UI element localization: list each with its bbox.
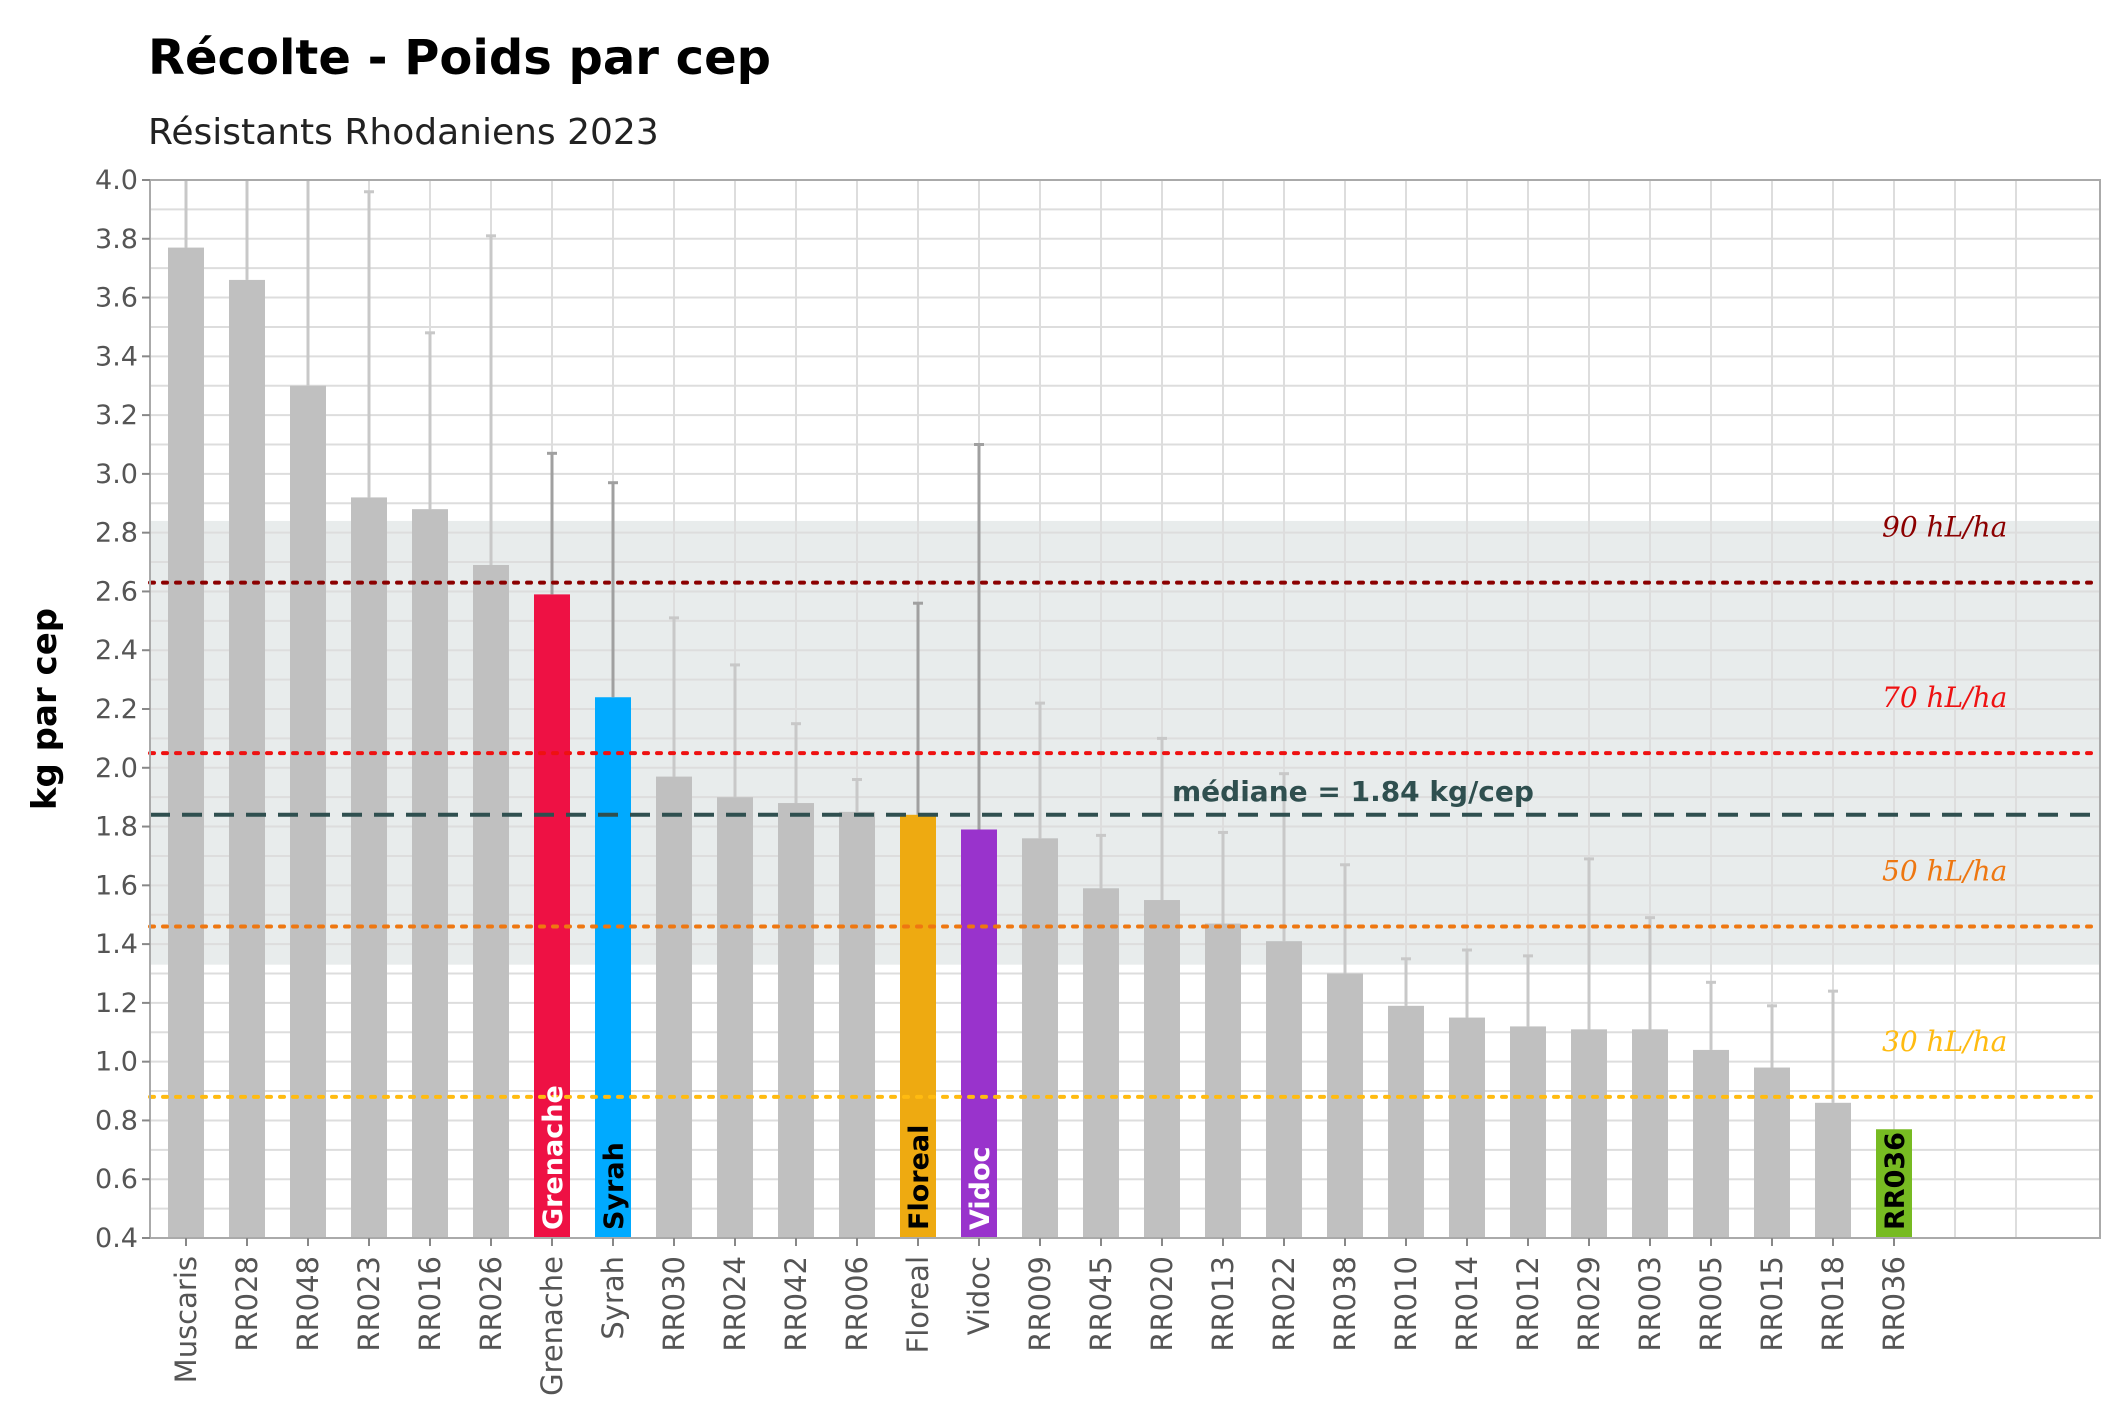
x-tick-label: RR012 xyxy=(1511,1256,1545,1352)
bar xyxy=(1022,838,1058,1238)
bar xyxy=(1083,888,1119,1238)
bar xyxy=(595,697,631,1238)
bar-labels: Grenache Syrah Floreal Vidoc RR036 xyxy=(538,1085,1911,1230)
x-tick-label: RR042 xyxy=(779,1256,813,1352)
y-tick-label: 0.4 xyxy=(95,1223,138,1254)
y-tick-label: 1.8 xyxy=(95,812,138,843)
x-tick-label: RR015 xyxy=(1755,1256,1789,1352)
x-axis-ticks: Muscaris RR028 RR048 RR023 RR016 RR026 Grenach… xyxy=(169,1238,1911,1396)
bar-label-rr036: RR036 xyxy=(1880,1132,1911,1230)
y-tick-label: 3.4 xyxy=(95,341,138,372)
x-tick-label: RR026 xyxy=(474,1256,508,1352)
bar xyxy=(1327,973,1363,1238)
bar xyxy=(412,509,448,1239)
bar xyxy=(1693,1049,1729,1238)
x-tick-label: RR024 xyxy=(718,1256,752,1352)
reference-line-label: 90 hL/ha xyxy=(1882,511,2007,544)
bar-label-vidoc: Vidoc xyxy=(965,1146,996,1230)
x-tick-label: RR048 xyxy=(291,1256,325,1352)
x-tick-label: RR014 xyxy=(1450,1256,1484,1352)
bar xyxy=(1388,1005,1424,1238)
bar xyxy=(839,811,875,1238)
reference-line-label: 50 hL/ha xyxy=(1882,854,2007,887)
bar-layer xyxy=(168,180,1912,1239)
x-tick-label: RR022 xyxy=(1267,1256,1301,1352)
reference-line-label: 70 hL/ha xyxy=(1882,681,2007,714)
x-tick-label: Syrah xyxy=(596,1256,630,1340)
bar-label-floreal: Floreal xyxy=(904,1125,935,1230)
y-tick-label: 3.8 xyxy=(95,224,138,255)
x-tick-label: RR030 xyxy=(657,1256,691,1352)
x-tick-label: RR010 xyxy=(1389,1256,1423,1352)
x-tick-label: RR006 xyxy=(840,1256,874,1352)
bar xyxy=(961,829,997,1238)
y-tick-label: 2.0 xyxy=(95,753,138,784)
bar xyxy=(534,594,570,1238)
y-tick-label: 3.0 xyxy=(95,459,138,490)
y-tick-label: 2.6 xyxy=(95,576,138,607)
y-tick-label: 1.2 xyxy=(95,988,138,1019)
reference-lines: 90 hL/ha 70 hL/ha 50 hL/ha 30 hL/ha médiane … xyxy=(148,511,2102,1099)
x-tick-label: RR018 xyxy=(1816,1256,1850,1352)
y-tick-label: 1.4 xyxy=(95,929,138,960)
chart-subtitle: Résistants Rhodaniens 2023 xyxy=(148,112,659,153)
bar xyxy=(1144,900,1180,1238)
x-tick-label: RR016 xyxy=(413,1256,447,1352)
bar-label-grenache: Grenache xyxy=(538,1085,569,1230)
x-tick-label: RR020 xyxy=(1145,1256,1179,1352)
bar xyxy=(900,814,936,1238)
bar xyxy=(1815,1102,1851,1238)
bar xyxy=(168,247,204,1238)
bar xyxy=(1571,1029,1607,1238)
x-tick-label: RR029 xyxy=(1572,1256,1606,1352)
bar xyxy=(290,385,326,1238)
y-axis-label: kg par cep xyxy=(25,608,65,810)
median-label: médiane = 1.84 kg/cep xyxy=(1172,775,1534,808)
y-tick-label: 2.4 xyxy=(95,635,138,666)
bar xyxy=(656,776,692,1238)
y-tick-label: 2.8 xyxy=(95,518,138,549)
y-tick-label: 0.8 xyxy=(95,1105,138,1136)
chart-title: Récolte - Poids par cep xyxy=(148,30,771,86)
bar-label-syrah: Syrah xyxy=(599,1142,630,1230)
x-tick-label: RR023 xyxy=(352,1256,386,1352)
x-tick-label: RR036 xyxy=(1877,1256,1911,1352)
bar xyxy=(1266,941,1302,1238)
x-tick-label: RR005 xyxy=(1694,1256,1728,1352)
y-tick-label: 4.0 xyxy=(95,165,138,196)
y-tick-label: 2.2 xyxy=(95,694,138,725)
bar xyxy=(1876,1129,1912,1238)
bar xyxy=(1205,923,1241,1238)
x-tick-label: Vidoc xyxy=(962,1256,996,1335)
bar xyxy=(717,797,753,1238)
bar xyxy=(1754,1067,1790,1238)
x-tick-label: RR045 xyxy=(1084,1256,1118,1352)
x-tick-label: Muscaris xyxy=(169,1256,203,1383)
bar xyxy=(1632,1029,1668,1238)
x-tick-label: RR013 xyxy=(1206,1256,1240,1352)
y-tick-label: 3.2 xyxy=(95,400,138,431)
y-axis-ticks: 0.4 0.6 0.8 1.0 1.2 1.4 1.6 1.8 2.0 2.2 2.4 2.6 2.8 3… xyxy=(95,165,150,1254)
x-tick-label: RR038 xyxy=(1328,1256,1362,1352)
bar xyxy=(473,564,509,1238)
bar xyxy=(351,497,387,1238)
reference-line-label: 30 hL/ha xyxy=(1882,1025,2007,1058)
y-tick-label: 0.6 xyxy=(95,1164,138,1195)
x-tick-label: RR028 xyxy=(230,1256,264,1352)
y-tick-label: 1.6 xyxy=(95,870,138,901)
y-tick-label: 3.6 xyxy=(95,283,138,314)
bar xyxy=(1510,1026,1546,1238)
x-tick-label: Floreal xyxy=(901,1256,935,1353)
bar xyxy=(778,803,814,1238)
x-tick-label: RR003 xyxy=(1633,1256,1667,1352)
x-tick-label: Grenache xyxy=(535,1256,569,1396)
x-tick-label: RR009 xyxy=(1023,1256,1057,1352)
bar xyxy=(1449,1017,1485,1238)
bar xyxy=(229,279,265,1238)
y-tick-label: 1.0 xyxy=(95,1047,138,1078)
